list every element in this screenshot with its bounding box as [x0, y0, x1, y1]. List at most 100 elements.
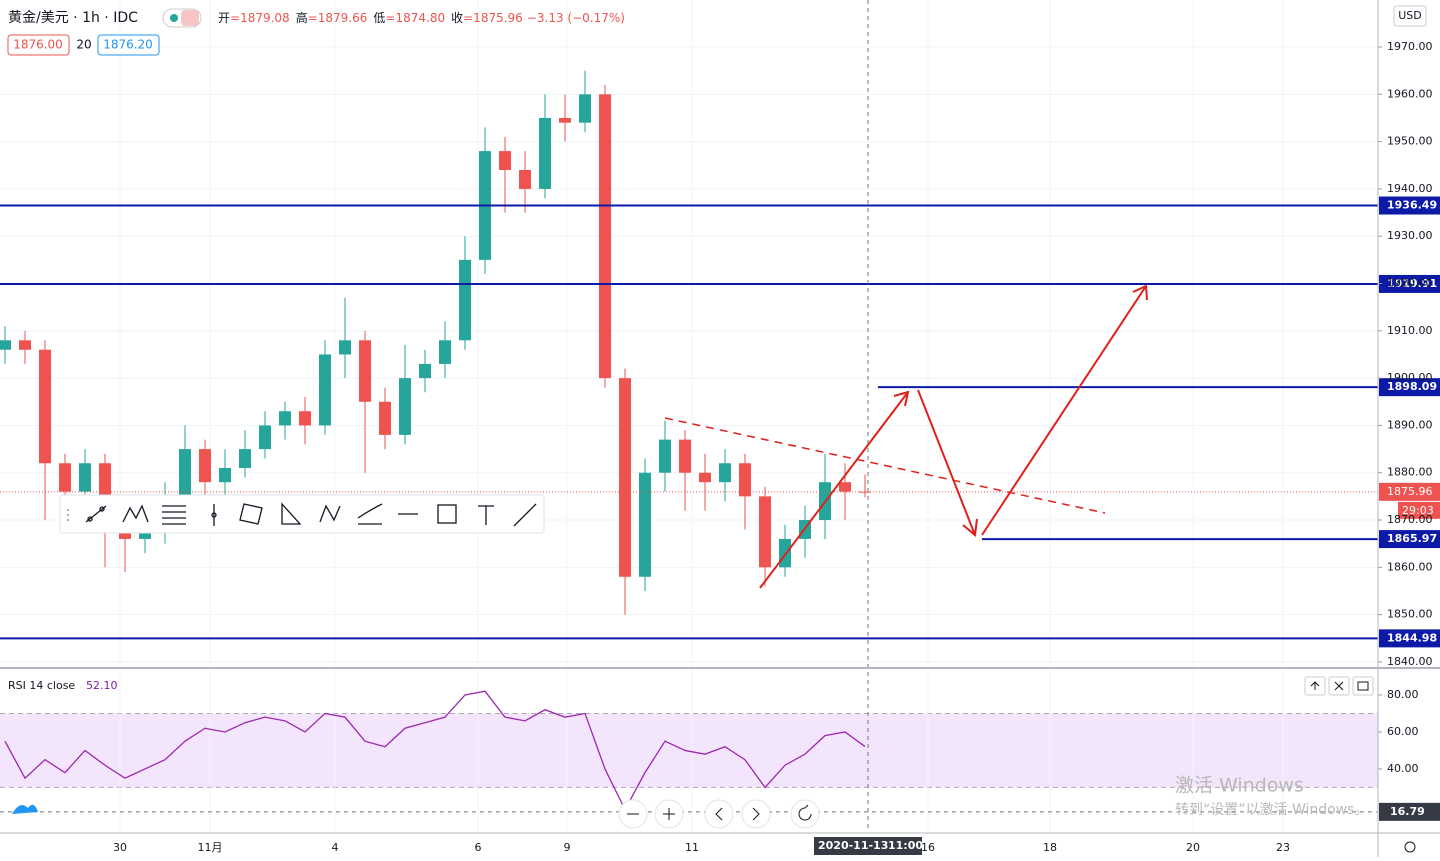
pane-buttons[interactable] [1304, 676, 1374, 696]
ohlc-part: =1879.66 [308, 11, 368, 25]
candle-body [839, 482, 851, 492]
candle-body [299, 411, 311, 426]
y-tick-label: 1900.00 [1387, 371, 1433, 384]
level-tag [1379, 378, 1440, 397]
symbol: 黄金/美元 · 1h · IDC [8, 9, 138, 26]
candle-body [579, 94, 591, 123]
ohlc-part: =1874.80 [385, 11, 445, 25]
candle-body [699, 472, 711, 483]
candle-body [499, 151, 511, 170]
spread: 20 [76, 38, 91, 52]
y-tick-label: 1910.00 [1387, 324, 1433, 337]
candle-body [179, 449, 191, 497]
currency: USD [1398, 9, 1422, 22]
rsi-value: 52.10 [86, 679, 118, 692]
ohlc-part: 收 [451, 11, 463, 25]
x-tick-label: 11 [685, 841, 699, 854]
y-tick-label: 1860.00 [1387, 560, 1433, 573]
candle-body [759, 496, 771, 568]
candle-body [419, 363, 431, 379]
candle-body [719, 463, 731, 483]
crosshair-time: 11:00 [888, 839, 923, 852]
crosshair-y-label: 16.79 [1390, 805, 1425, 818]
toolbar [59, 494, 545, 534]
ohlc-part: =1875.96 [463, 11, 523, 25]
y-tick-label: 1880.00 [1387, 466, 1433, 479]
zoom-buttons[interactable] [618, 799, 820, 829]
candle-body [139, 529, 151, 539]
x-tick-label: 16 [921, 841, 935, 854]
x-tick-label: 6 [475, 841, 482, 854]
price-label: 1875.96 [1387, 485, 1433, 498]
candle-body [779, 538, 791, 568]
candle-body [459, 259, 471, 341]
level-tag [1379, 196, 1440, 215]
level-label: 1844.98 [1387, 631, 1437, 644]
y-tick-label: 1970.00 [1387, 40, 1433, 53]
ask-box[interactable] [97, 34, 160, 56]
candle-body [219, 467, 231, 483]
x-tick-label: 9 [564, 841, 571, 854]
candle-body [279, 411, 291, 426]
y-tick-label: 1850.00 [1387, 608, 1433, 621]
x-tick-label: 4 [332, 841, 339, 854]
candle-body [199, 449, 211, 483]
candle-body [79, 463, 91, 492]
candle-body [599, 94, 611, 379]
countdown-tag [1398, 501, 1440, 519]
candle-body [679, 439, 691, 473]
y-tick-label: 1930.00 [1387, 229, 1433, 242]
x-tick-label: 23 [1276, 841, 1290, 854]
bid-box[interactable] [7, 34, 70, 56]
settings[interactable] [1404, 841, 1416, 853]
candle-body [659, 439, 671, 473]
level-label: 1898.09 [1387, 380, 1437, 393]
candle-body [19, 340, 31, 350]
y-tick-label: 1940.00 [1387, 182, 1433, 195]
x-tick-label: 30 [113, 841, 127, 854]
candle-body [379, 401, 391, 435]
currency-box[interactable] [1393, 5, 1427, 27]
candle-body [519, 169, 531, 189]
x-tick-label: 20 [1186, 841, 1200, 854]
x-tick-label: 18 [1043, 841, 1057, 854]
candle-body [39, 349, 51, 464]
candle-body [0, 340, 11, 350]
status-flag [181, 10, 199, 26]
candle-body [639, 472, 651, 577]
level-label: 1865.97 [1387, 532, 1437, 545]
rsi-title: RSI 14 close [8, 679, 75, 692]
candle-body [619, 378, 631, 577]
level-tag [1379, 530, 1440, 549]
y-tick-label: 1840.00 [1387, 655, 1433, 668]
y-tick-label: 1960.00 [1387, 87, 1433, 100]
level-label: 1919.91 [1387, 277, 1437, 290]
ask: 1876.20 [103, 38, 153, 52]
y-tick-label: 1870.00 [1387, 513, 1433, 526]
ohlc: 开=1879.08 高=1879.66 低=1874.80 收=1875.96 −3.1… [218, 10, 625, 25]
candle-body [319, 354, 331, 426]
crosshair-date: 2020-11-13 [818, 839, 888, 852]
candle-body [339, 340, 351, 355]
candle-body [259, 425, 271, 450]
y-tick-label: 60.00 [1387, 725, 1419, 738]
rsi-band [0, 713, 1378, 788]
ohlc-part: =1879.08 [230, 11, 290, 25]
level-label: 1936.49 [1387, 199, 1437, 212]
candle-body [399, 378, 411, 435]
rsi-line [4, 690, 866, 812]
candle-body [59, 463, 71, 492]
countdown: 29:03 [1402, 504, 1434, 517]
candle-body [739, 463, 751, 497]
watermark: 激活 Windows [1175, 775, 1304, 797]
ohlc-part: 低 [373, 11, 385, 25]
crosshair-x-tag [814, 837, 922, 855]
candle-body [539, 117, 551, 189]
level-tag [1379, 274, 1440, 293]
price-tag [1379, 482, 1440, 501]
logo [12, 804, 38, 814]
y-tick-label: 40.00 [1387, 762, 1419, 775]
level-tag [1379, 629, 1440, 648]
